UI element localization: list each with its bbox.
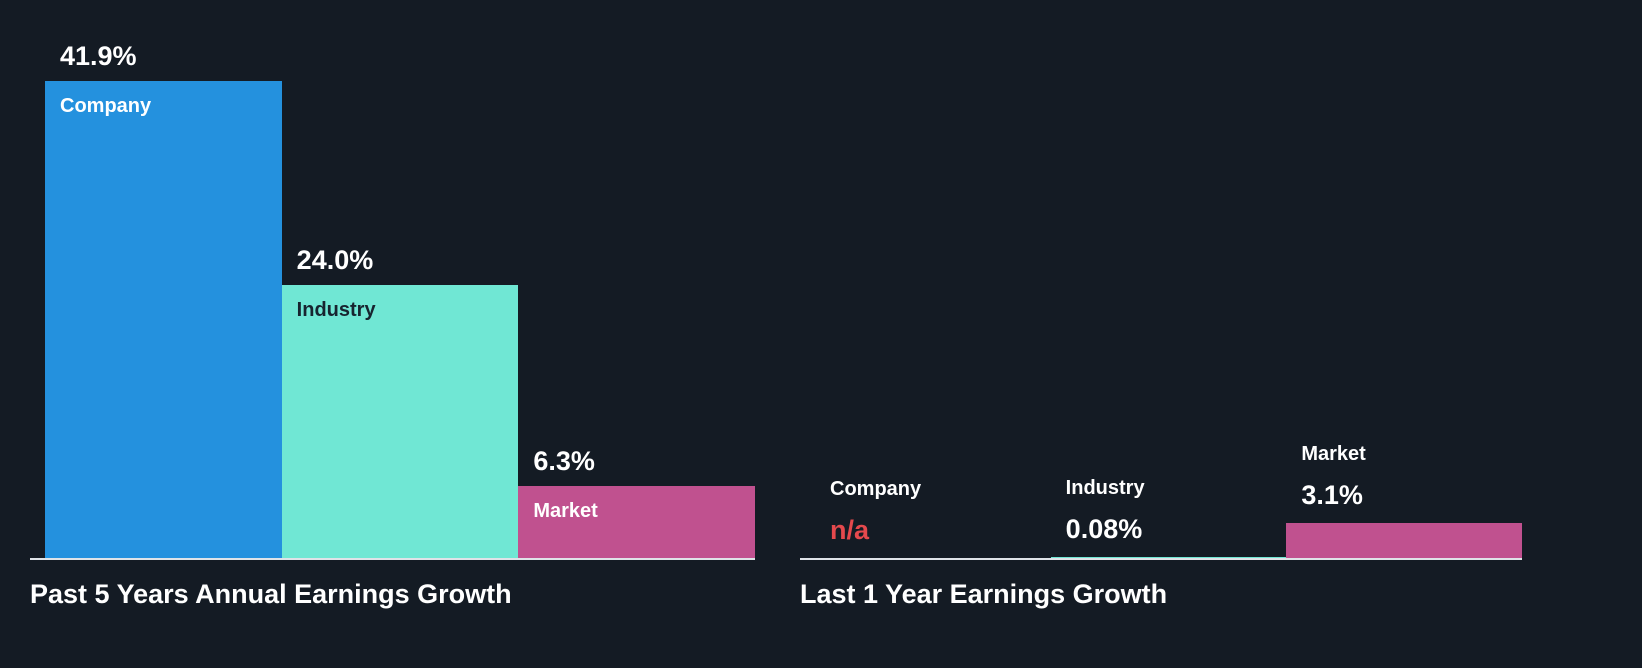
bar-group-industry: 24.0% Industry (281, 244, 519, 558)
bar-category-label-company: Company (60, 94, 152, 117)
bar-category-label-company: Company (830, 478, 922, 500)
chart-title: Last 1 Year Earnings Growth (800, 579, 1168, 609)
plot-area: Company n/a Industry 0.08% Market 3.1% (800, 0, 1523, 558)
bar-category-label-industry: Industry (1065, 477, 1145, 500)
bar-value-label-market: 6.3% (533, 446, 595, 477)
bar-industry[interactable]: Industry (281, 284, 519, 558)
bar-market[interactable] (1286, 522, 1523, 558)
bar-group-market: 6.3% Market (518, 446, 756, 558)
x-axis-line (800, 558, 1522, 560)
bar-value-label-industry: 24.0% (296, 244, 374, 275)
bar-value-label-company: n/a (830, 515, 870, 545)
chart-last-1-year-earnings-growth: Company n/a Industry 0.08% Market 3.1% Last 1… (800, 0, 1523, 610)
bar-value-label-company: 41.9% (60, 40, 137, 71)
chart-past-5-years-earnings-growth: 41.9% Company 24.0% Industry 6.3% Market Past… (30, 0, 756, 610)
chart-title: Past 5 Years Annual Earnings Growth (30, 579, 512, 609)
bar-industry[interactable] (1050, 557, 1287, 558)
bars: 41.9% Company 24.0% Industry 6.3% Market (45, 0, 756, 558)
charts-row: 41.9% Company 24.0% Industry 6.3% Market Past… (30, 0, 1523, 610)
earnings-growth-dashboard: 41.9% Company 24.0% Industry 6.3% Market Past… (30, 0, 1523, 610)
bar-category-label-industry: Industry (296, 298, 376, 321)
bar-value-label-market: 3.1% (1301, 479, 1363, 510)
plot-area: 41.9% Company 24.0% Industry 6.3% Market (30, 0, 756, 558)
bars: Company n/a Industry 0.08% Market 3.1% (815, 0, 1523, 558)
bar-group-company: 41.9% Company (45, 40, 282, 558)
bar-group-company: Company n/a (815, 479, 1051, 558)
bar-value-label-industry: 0.08% (1065, 514, 1143, 545)
bar-group-market: Market 3.1% (1286, 442, 1523, 558)
bar-market[interactable]: Market (518, 486, 756, 558)
x-axis-line (30, 558, 755, 560)
bar-category-label-market: Market (533, 500, 598, 523)
bar-category-label-market: Market (1301, 442, 1366, 465)
bar-group-industry: Industry 0.08% (1050, 477, 1287, 558)
bar-company[interactable]: Company (45, 80, 282, 558)
